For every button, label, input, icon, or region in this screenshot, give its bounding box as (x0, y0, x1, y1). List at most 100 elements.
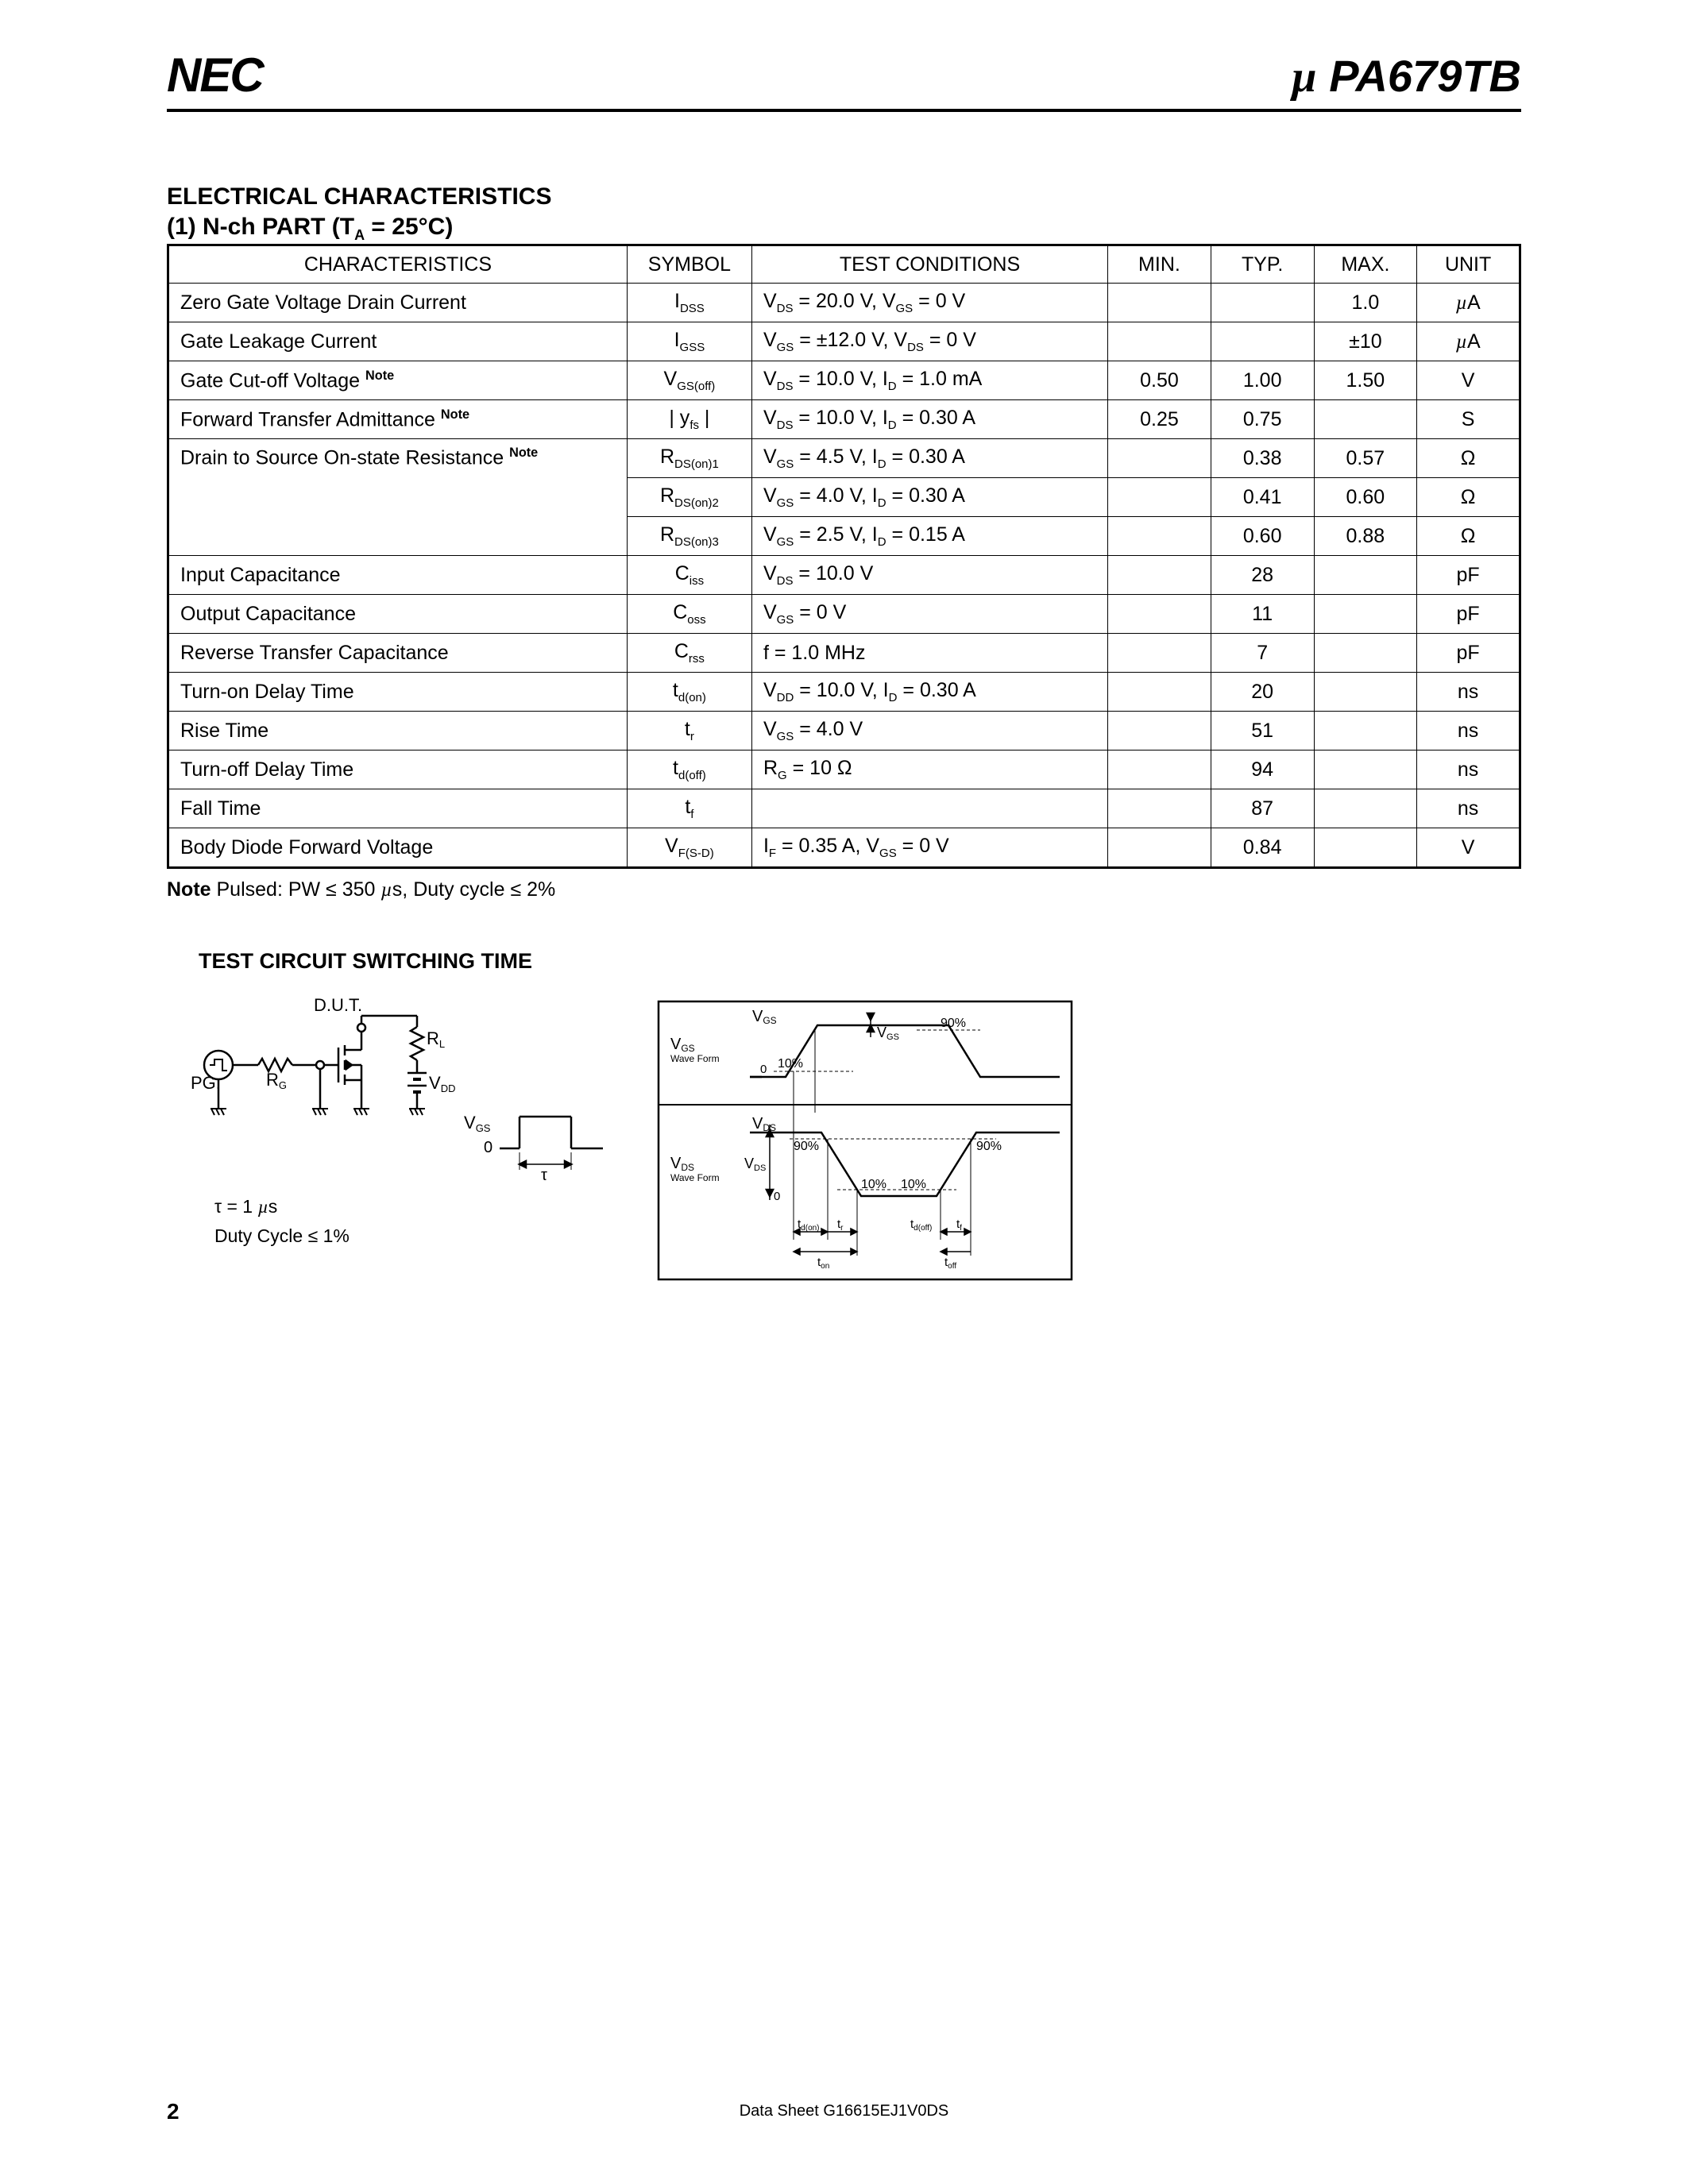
th-conditions: TEST CONDITIONS (751, 245, 1107, 284)
subsection-title: (1) N-ch PART (TA = 25°C) (167, 214, 1521, 244)
cell-symbol: RDS(on)2 (627, 478, 751, 517)
cell-typ: 94 (1211, 751, 1314, 789)
cell-unit: ns (1417, 712, 1520, 751)
cell-symbol: VGS(off) (627, 361, 751, 400)
cell-symbol: IDSS (627, 284, 751, 322)
svg-text:RG: RG (266, 1070, 287, 1091)
cell-max (1314, 673, 1417, 712)
cell-min: 0.50 (1108, 361, 1211, 400)
cell-min (1108, 595, 1211, 634)
cell-condition: f = 1.0 MHz (751, 634, 1107, 673)
cell-characteristic: Rise Time (168, 712, 628, 751)
cell-characteristic: Body Diode Forward Voltage (168, 828, 628, 868)
cell-symbol: tf (627, 789, 751, 828)
cell-characteristic: Fall Time (168, 789, 628, 828)
svg-text:VGS: VGS (464, 1113, 491, 1134)
table-row: Fall Timetf87ns (168, 789, 1520, 828)
svg-text:τ: τ (541, 1167, 547, 1184)
tau-caption: τ = 1 µs (214, 1196, 623, 1217)
th-characteristics: CHARACTERISTICS (168, 245, 628, 284)
cell-max: 1.0 (1314, 284, 1417, 322)
svg-text:RL: RL (427, 1028, 445, 1050)
svg-text:90%: 90% (976, 1140, 1002, 1153)
cell-min (1108, 284, 1211, 322)
cell-max (1314, 634, 1417, 673)
svg-text:ton: ton (817, 1256, 829, 1271)
cell-condition: VGS = ±12.0 V, VDS = 0 V (751, 322, 1107, 361)
cell-unit: S (1417, 400, 1520, 439)
cell-symbol: Crss (627, 634, 751, 673)
cell-unit: pF (1417, 634, 1520, 673)
cell-typ: 1.00 (1211, 361, 1314, 400)
svg-text:90%: 90% (794, 1140, 819, 1153)
svg-text:toff: toff (944, 1256, 956, 1271)
diagrams: D.U.T. RL RG PG. VDD (191, 994, 1521, 1299)
svg-text:tr: tr (837, 1217, 844, 1233)
table-row: Forward Transfer Admittance Note| yfs |V… (168, 400, 1520, 439)
cell-max: 0.60 (1314, 478, 1417, 517)
duty-caption: Duty Cycle ≤ 1% (214, 1225, 623, 1247)
cell-characteristic: Turn-off Delay Time (168, 751, 628, 789)
cell-min: 0.25 (1108, 400, 1211, 439)
table-row: Drain to Source On-state Resistance Note… (168, 439, 1520, 478)
table-row: Turn-off Delay Timetd(off)RG = 10 Ω94ns (168, 751, 1520, 789)
cell-max: 1.50 (1314, 361, 1417, 400)
cell-max (1314, 712, 1417, 751)
cell-max (1314, 556, 1417, 595)
svg-text:VGS: VGS (670, 1036, 695, 1054)
svg-text:VDS: VDS (744, 1156, 766, 1173)
cell-characteristic: Input Capacitance (168, 556, 628, 595)
svg-text:VGS: VGS (752, 1008, 777, 1026)
page-header: NEC µ PA679TB (167, 48, 1521, 112)
svg-text:Wave Form: Wave Form (670, 1053, 720, 1064)
cell-symbol: RDS(on)1 (627, 439, 751, 478)
svg-text:10%: 10% (861, 1178, 886, 1191)
svg-text:10%: 10% (778, 1057, 803, 1071)
cell-min (1108, 751, 1211, 789)
cell-typ: 0.75 (1211, 400, 1314, 439)
cell-typ (1211, 284, 1314, 322)
cell-typ: 0.38 (1211, 439, 1314, 478)
svg-text:VGS: VGS (877, 1024, 899, 1042)
dut-label: D.U.T. (314, 995, 362, 1015)
th-symbol: SYMBOL (627, 245, 751, 284)
cell-max (1314, 751, 1417, 789)
cell-unit: µA (1417, 284, 1520, 322)
cell-unit: pF (1417, 556, 1520, 595)
cell-condition: VDS = 10.0 V, ID = 1.0 mA (751, 361, 1107, 400)
cell-min (1108, 712, 1211, 751)
table-row: Body Diode Forward VoltageVF(S-D)IF = 0.… (168, 828, 1520, 868)
cell-max: ±10 (1314, 322, 1417, 361)
svg-text:0: 0 (774, 1190, 780, 1203)
cell-condition: VGS = 0 V (751, 595, 1107, 634)
table-header-row: CHARACTERISTICS SYMBOL TEST CONDITIONS M… (168, 245, 1520, 284)
cell-max (1314, 595, 1417, 634)
table-row: Output CapacitanceCossVGS = 0 V11pF (168, 595, 1520, 634)
cell-condition: VDS = 10.0 V (751, 556, 1107, 595)
cell-min (1108, 439, 1211, 478)
table-row: Gate Leakage CurrentIGSSVGS = ±12.0 V, V… (168, 322, 1520, 361)
th-typ: TYP. (1211, 245, 1314, 284)
part-number: µ PA679TB (1291, 50, 1521, 102)
cell-symbol: tr (627, 712, 751, 751)
timing-diagram: VGS Wave Form VGS 0 10% VGS 90% (655, 994, 1076, 1299)
th-max: MAX. (1314, 245, 1417, 284)
cell-typ: 20 (1211, 673, 1314, 712)
svg-text:VDS: VDS (752, 1115, 776, 1133)
th-min: MIN. (1108, 245, 1211, 284)
cell-condition: VGS = 2.5 V, ID = 0.15 A (751, 517, 1107, 556)
cell-unit: Ω (1417, 439, 1520, 478)
cell-typ: 87 (1211, 789, 1314, 828)
cell-condition: VGS = 4.0 V (751, 712, 1107, 751)
table-row: Input CapacitanceCissVDS = 10.0 V28pF (168, 556, 1520, 595)
cell-min (1108, 322, 1211, 361)
cell-symbol: VF(S-D) (627, 828, 751, 868)
circuit-schematic: D.U.T. RL RG PG. VDD (191, 994, 623, 1247)
cell-typ: 0.84 (1211, 828, 1314, 868)
cell-unit: Ω (1417, 517, 1520, 556)
svg-text:0: 0 (760, 1063, 767, 1076)
cell-min (1108, 517, 1211, 556)
cell-min (1108, 673, 1211, 712)
cell-unit: Ω (1417, 478, 1520, 517)
cell-characteristic: Forward Transfer Admittance Note (168, 400, 628, 439)
